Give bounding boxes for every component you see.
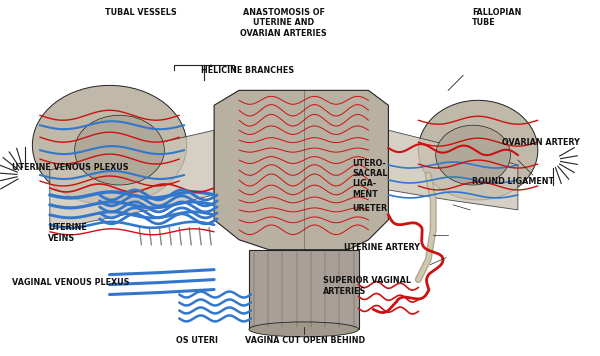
Text: VAGINAL VENOUS PLEXUS: VAGINAL VENOUS PLEXUS	[12, 278, 130, 287]
Text: VAGINA CUT OPEN BEHIND: VAGINA CUT OPEN BEHIND	[245, 336, 365, 345]
Polygon shape	[388, 130, 518, 210]
Text: UTERINE ARTERY: UTERINE ARTERY	[344, 243, 419, 252]
Polygon shape	[249, 250, 359, 329]
Text: OS UTERI: OS UTERI	[176, 336, 218, 345]
Ellipse shape	[249, 322, 359, 337]
Text: UTERO-
SACRAL
LIGA-
MENT: UTERO- SACRAL LIGA- MENT	[353, 158, 388, 199]
Text: OVARIAN ARTERY: OVARIAN ARTERY	[502, 138, 580, 147]
Ellipse shape	[32, 85, 187, 205]
Ellipse shape	[74, 115, 164, 185]
Text: UTERINE VENOUS PLEXUS: UTERINE VENOUS PLEXUS	[12, 163, 128, 172]
Text: ROUND LIGAMENT: ROUND LIGAMENT	[472, 177, 554, 186]
Polygon shape	[214, 90, 388, 250]
Text: URETER: URETER	[353, 204, 388, 213]
Text: TUBAL VESSELS: TUBAL VESSELS	[104, 8, 176, 17]
Text: ANASTOMOSIS OF
UTERINE AND
OVARIAN ARTERIES: ANASTOMOSIS OF UTERINE AND OVARIAN ARTER…	[241, 8, 327, 38]
Ellipse shape	[418, 100, 538, 200]
Text: HÉLICINE BRANCHES: HÉLICINE BRANCHES	[202, 66, 295, 75]
Text: SUPERIOR VAGINAL
ARTERIES: SUPERIOR VAGINAL ARTERIES	[323, 277, 410, 296]
Ellipse shape	[436, 125, 511, 185]
Polygon shape	[50, 130, 214, 230]
Text: UTERINE
VEINS: UTERINE VEINS	[48, 223, 86, 243]
Text: FALLOPIAN
TUBE: FALLOPIAN TUBE	[472, 8, 521, 27]
